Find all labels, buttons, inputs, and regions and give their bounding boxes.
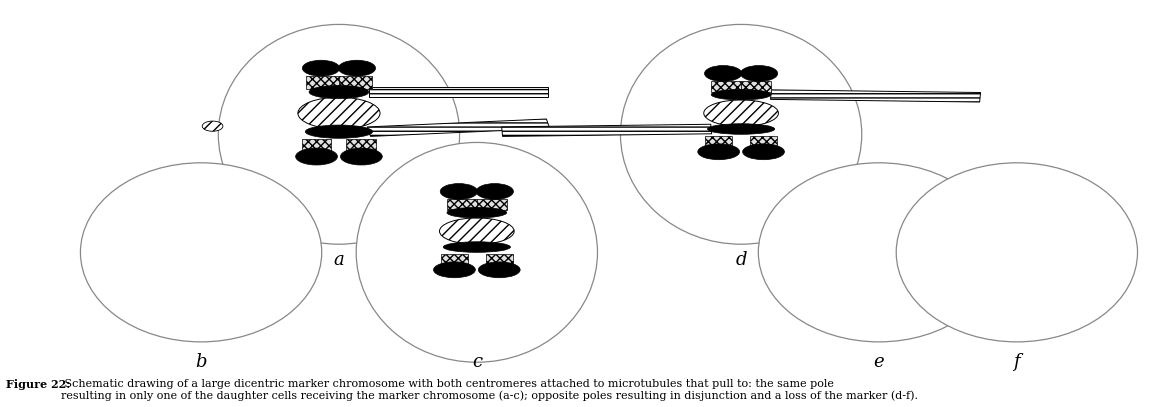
- Polygon shape: [750, 136, 777, 147]
- Ellipse shape: [708, 124, 774, 134]
- Ellipse shape: [444, 242, 510, 252]
- Ellipse shape: [704, 66, 742, 81]
- Polygon shape: [441, 254, 468, 266]
- Polygon shape: [306, 76, 339, 89]
- Text: d: d: [735, 252, 747, 269]
- Ellipse shape: [697, 144, 740, 160]
- Ellipse shape: [439, 218, 515, 244]
- Ellipse shape: [620, 24, 862, 244]
- Text: a: a: [333, 252, 345, 269]
- Text: c: c: [472, 353, 481, 371]
- Polygon shape: [369, 87, 548, 97]
- Polygon shape: [502, 124, 711, 136]
- Ellipse shape: [298, 97, 380, 129]
- Ellipse shape: [202, 121, 223, 131]
- Ellipse shape: [302, 60, 340, 76]
- Ellipse shape: [356, 142, 597, 362]
- Ellipse shape: [742, 144, 785, 160]
- Text: Schematic drawing of a large dicentric marker chromosome with both centromeres a: Schematic drawing of a large dicentric m…: [61, 379, 918, 401]
- Polygon shape: [347, 138, 377, 153]
- Ellipse shape: [711, 90, 771, 100]
- Ellipse shape: [340, 148, 383, 165]
- Polygon shape: [741, 81, 771, 92]
- Polygon shape: [705, 136, 732, 147]
- Ellipse shape: [306, 125, 372, 138]
- Ellipse shape: [896, 163, 1138, 342]
- Polygon shape: [711, 81, 741, 92]
- Polygon shape: [771, 90, 980, 102]
- Polygon shape: [486, 254, 512, 266]
- Polygon shape: [477, 199, 507, 210]
- Polygon shape: [368, 119, 549, 136]
- Ellipse shape: [440, 184, 478, 199]
- Text: b: b: [195, 353, 207, 371]
- Text: f: f: [1013, 353, 1020, 371]
- Ellipse shape: [433, 262, 476, 278]
- Polygon shape: [447, 199, 477, 210]
- Ellipse shape: [476, 184, 514, 199]
- Polygon shape: [339, 76, 372, 89]
- Polygon shape: [301, 138, 331, 153]
- Ellipse shape: [218, 24, 460, 244]
- Ellipse shape: [740, 66, 778, 81]
- Ellipse shape: [338, 60, 376, 76]
- Text: e: e: [873, 353, 885, 371]
- Ellipse shape: [478, 262, 520, 278]
- Ellipse shape: [447, 208, 507, 218]
- Ellipse shape: [295, 148, 338, 165]
- Ellipse shape: [80, 163, 322, 342]
- Ellipse shape: [758, 163, 1000, 342]
- Ellipse shape: [703, 100, 779, 127]
- Ellipse shape: [309, 85, 369, 98]
- Text: Figure 22:: Figure 22:: [6, 379, 70, 389]
